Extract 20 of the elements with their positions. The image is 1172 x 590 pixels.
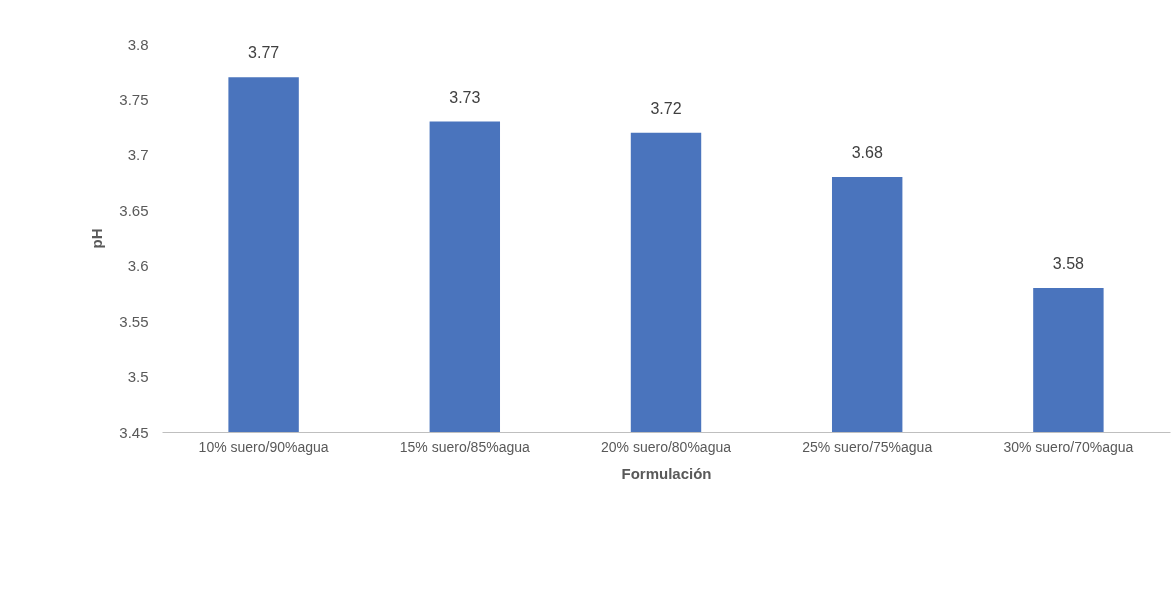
data-label: 3.77: [248, 44, 280, 62]
y-tick-label: 3.45: [119, 423, 149, 441]
y-tick-label: 3.8: [127, 35, 149, 53]
y-tick-label: 3.6: [127, 257, 149, 275]
y-tick-label: 3.5: [127, 368, 149, 386]
data-label: 3.58: [1052, 254, 1085, 272]
y-tick-label: 3.7: [127, 146, 149, 164]
data-label: 3.68: [851, 144, 883, 162]
x-tick-label: 30% suero/70%agua: [1003, 438, 1134, 455]
x-tick-label: 15% suero/85%agua: [399, 438, 530, 455]
x-tick-label: 25% suero/75%agua: [802, 438, 933, 455]
y-tick-label: 3.65: [119, 201, 149, 219]
x-tick-label: 20% suero/80%agua: [601, 438, 732, 455]
x-tick-label: 10% suero/90%agua: [198, 438, 329, 455]
data-label: 3.73: [449, 88, 481, 106]
data-label: 3.72: [650, 99, 682, 117]
y-axis-title: pH: [88, 228, 106, 249]
y-tick-label: 3.75: [119, 90, 149, 108]
y-tick-label: 3.55: [119, 312, 149, 330]
x-axis-title: Formulación: [621, 464, 712, 482]
